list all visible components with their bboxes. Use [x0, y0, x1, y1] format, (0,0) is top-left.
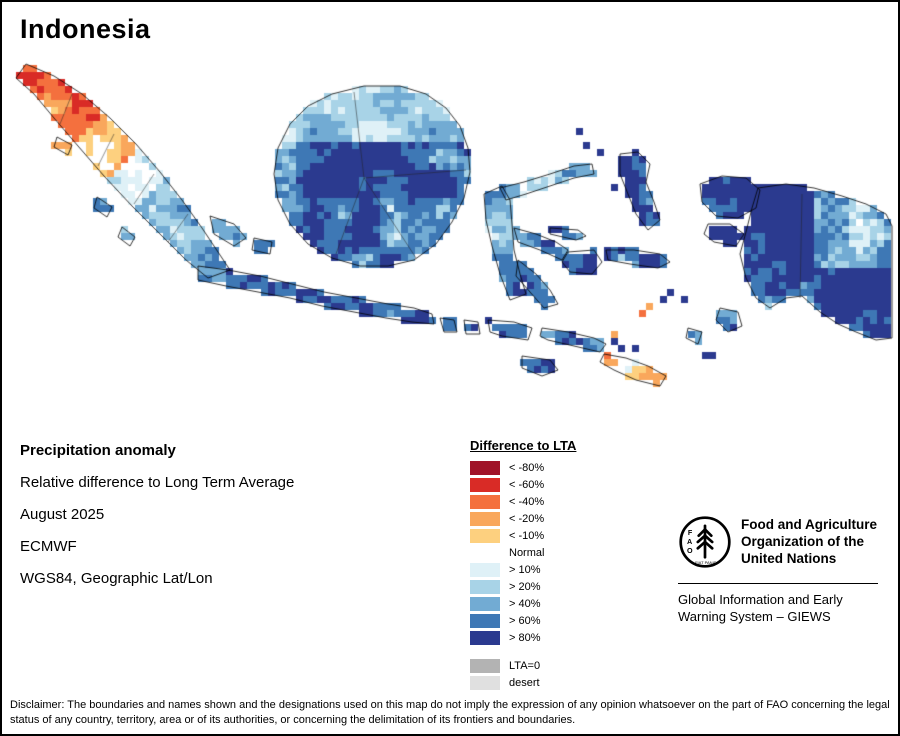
legend-item: LTA=0	[470, 659, 576, 673]
org-divider	[678, 583, 878, 584]
legend-swatch	[470, 614, 500, 628]
legend-label: < -80%	[509, 462, 545, 474]
legend-label: > 40%	[509, 598, 541, 610]
legend-swatch	[470, 529, 500, 543]
legend-item: < -10%	[470, 529, 576, 543]
org-name: Food and Agriculture Organization of the…	[741, 517, 877, 566]
legend-item: desert	[470, 676, 576, 690]
info-description: Relative difference to Long Term Average	[20, 474, 295, 491]
legend-label: < -40%	[509, 496, 545, 508]
org-subtitle: Global Information and Early Warning Sys…	[678, 592, 843, 624]
info-source: ECMWF	[20, 538, 77, 555]
info-projection: WGS84, Geographic Lat/Lon	[20, 570, 213, 587]
legend-item: Normal	[470, 546, 576, 560]
legend-item: < -20%	[470, 512, 576, 526]
svg-text:A: A	[687, 537, 692, 546]
legend-label: < -60%	[509, 479, 545, 491]
legend-item: > 40%	[470, 597, 576, 611]
legend-swatch	[470, 631, 500, 645]
fao-motto-text: FIAT PANIS	[695, 560, 717, 565]
disclaimer: Disclaimer: The boundaries and names sho…	[10, 699, 890, 727]
legend-swatch	[470, 580, 500, 594]
legend: Difference to LTA < -80% < -60% < -40% < -2…	[470, 438, 576, 693]
legend-item: > 60%	[470, 614, 576, 628]
map-info-block: Precipitation anomaly Relative differenc…	[20, 442, 294, 602]
legend-swatch	[470, 563, 500, 577]
legend-swatch	[470, 659, 500, 673]
legend-label: > 10%	[509, 564, 541, 576]
page-title: Indonesia	[20, 14, 151, 44]
svg-text:F: F	[688, 528, 693, 537]
legend-item: > 20%	[470, 580, 576, 594]
legend-items: < -80% < -60% < -40% < -20% < -10% Normal > 10…	[470, 461, 576, 645]
legend-item: < -60%	[470, 478, 576, 492]
legend-swatch	[470, 478, 500, 492]
legend-label: > 20%	[509, 581, 541, 593]
legend-swatch	[470, 461, 500, 475]
fao-block: F A O FIAT PANIS Food and Agriculture Or…	[678, 515, 884, 626]
legend-swatch	[470, 597, 500, 611]
legend-label: > 80%	[509, 632, 541, 644]
legend-label: > 60%	[509, 615, 541, 627]
legend-swatch	[470, 546, 500, 560]
legend-item: > 80%	[470, 631, 576, 645]
fao-logo-icon: F A O FIAT PANIS	[679, 516, 731, 568]
info-period: August 2025	[20, 506, 105, 523]
legend-item: < -80%	[470, 461, 576, 475]
fao-row: F A O FIAT PANIS Food and Agriculture Or…	[678, 515, 884, 569]
legend-label: < -20%	[509, 513, 545, 525]
legend-label: Normal	[509, 547, 545, 559]
legend-item: < -40%	[470, 495, 576, 509]
svg-text:O: O	[687, 546, 693, 555]
info-heading: Precipitation anomaly	[20, 442, 176, 459]
legend-swatch	[470, 495, 500, 509]
legend-extra-items: LTA=0 desert	[470, 659, 576, 690]
legend-swatch	[470, 676, 500, 690]
legend-label: desert	[509, 677, 540, 689]
legend-swatch	[470, 512, 500, 526]
legend-heading: Difference to LTA	[470, 438, 577, 453]
legend-item: > 10%	[470, 563, 576, 577]
legend-label: LTA=0	[509, 660, 541, 672]
legend-label: < -10%	[509, 530, 545, 542]
